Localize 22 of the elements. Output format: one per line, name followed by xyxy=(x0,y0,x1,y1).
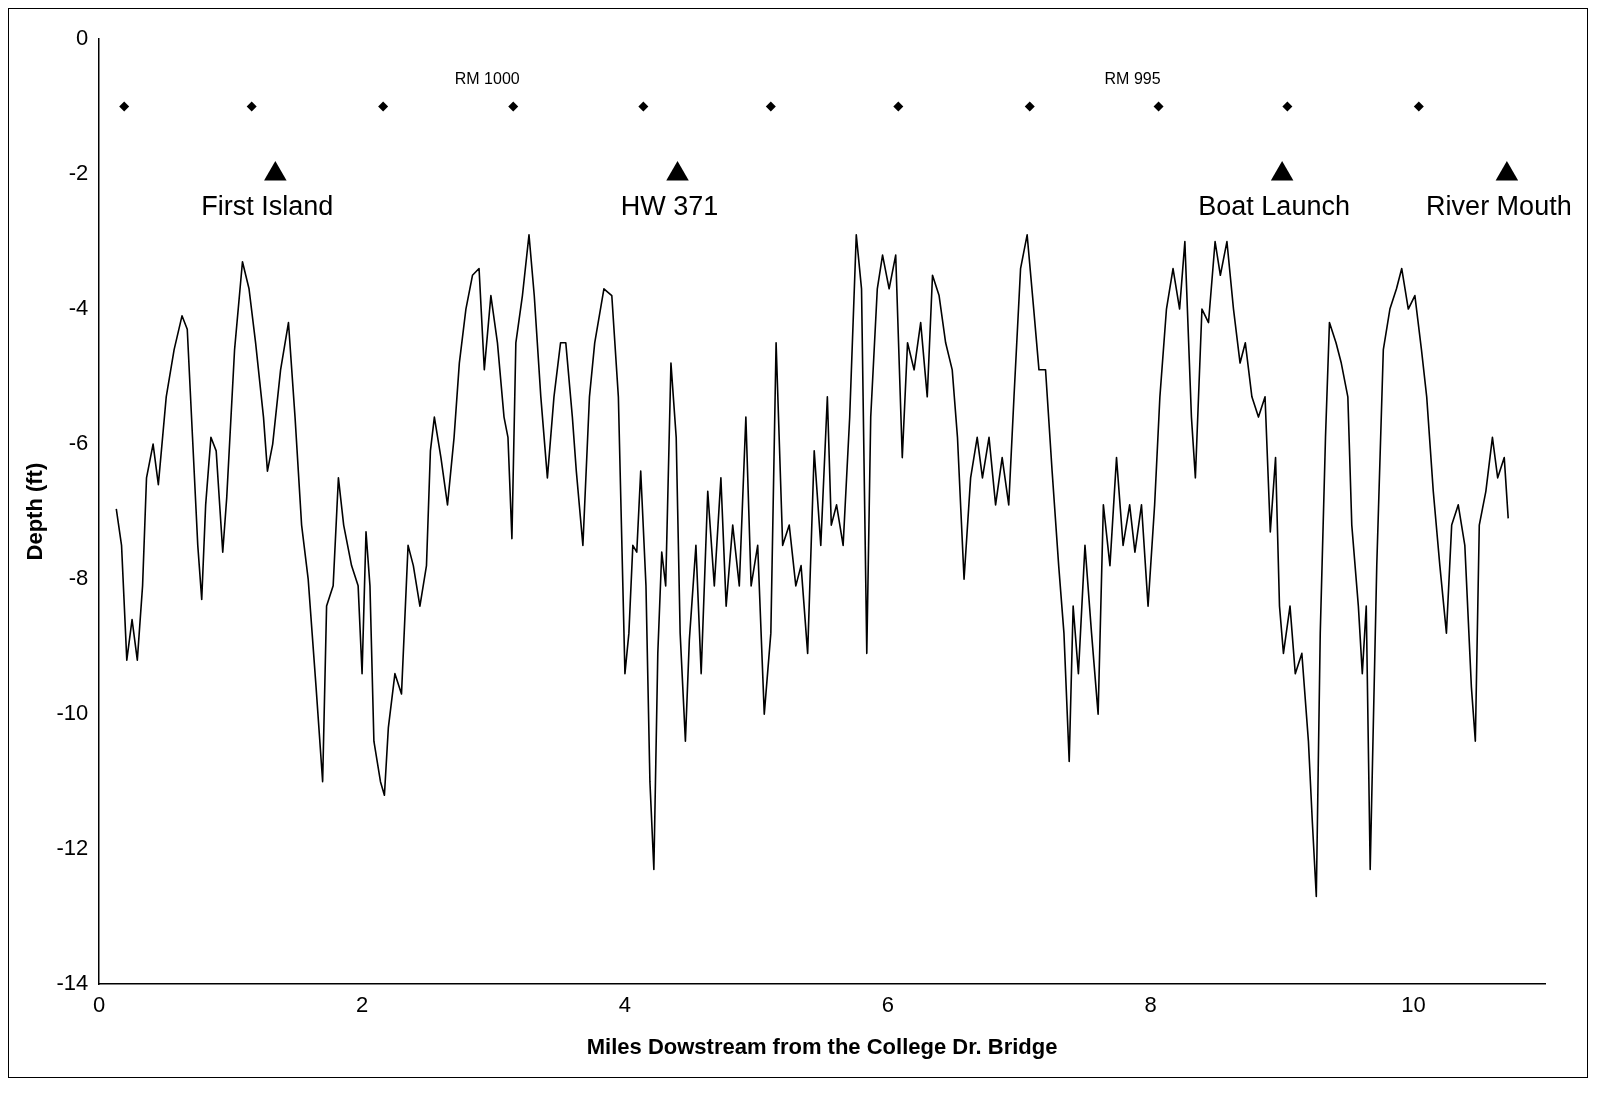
y-tick-label: -14 xyxy=(56,970,89,996)
annotation: First Island xyxy=(201,191,334,222)
annotation: RM 1000 xyxy=(454,69,520,87)
annotation: Boat Launch xyxy=(1198,191,1350,222)
y-tick-label: -2 xyxy=(68,160,89,186)
annotation: HW 371 xyxy=(620,191,719,222)
x-tick-label: 0 xyxy=(93,992,106,1018)
x-tick-label: 4 xyxy=(618,992,632,1018)
y-tick-label: -6 xyxy=(68,430,89,456)
y-tick-label: -4 xyxy=(68,295,89,321)
x-tick-label: 6 xyxy=(881,992,894,1018)
y-tick-label: 0 xyxy=(75,25,89,51)
y-tick-label: -8 xyxy=(68,565,89,591)
y-tick-label: -10 xyxy=(56,700,89,726)
x-tick-label: 10 xyxy=(1401,992,1426,1018)
annotation: RM 995 xyxy=(1104,69,1161,87)
x-axis-title: Miles Dowstream from the College Dr. Bridge xyxy=(586,1033,1058,1059)
y-axis-title: Depth (ft) xyxy=(22,462,48,561)
x-tick-label: 2 xyxy=(355,992,369,1018)
y-tick-label: -12 xyxy=(56,835,89,861)
annotation: River Mouth xyxy=(1426,191,1572,222)
x-tick-label: 8 xyxy=(1144,992,1157,1018)
